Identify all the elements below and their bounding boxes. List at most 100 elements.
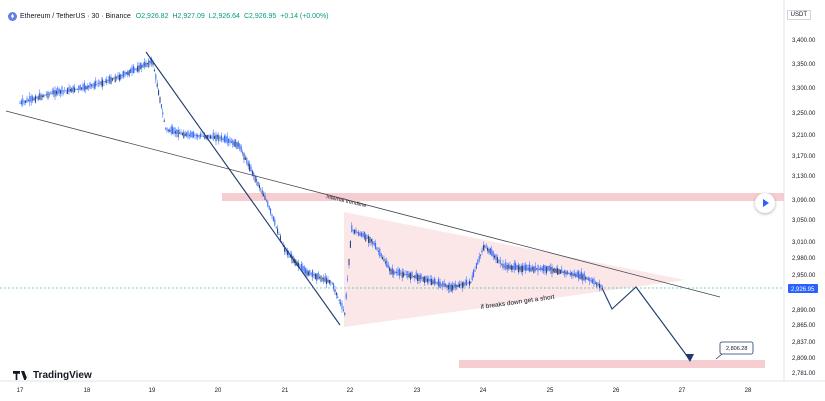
candle-body [471,275,473,281]
candle-body [445,283,447,287]
candle-body [449,283,451,290]
candle-body [502,263,504,268]
candle-body [565,271,567,275]
candle-body [92,84,94,86]
candle-body [566,271,568,275]
candle-body [533,266,535,273]
candle-body [183,131,185,139]
candle-body [510,265,512,270]
candle-body [23,101,25,103]
candle-body [211,136,213,138]
candle-body [474,270,476,272]
candle-body [125,72,127,75]
candle-body [64,90,66,92]
candle-body [271,214,273,217]
candle-body [428,279,430,282]
candle-body [223,135,225,142]
candle-body [342,309,344,311]
candle-body [237,142,239,147]
ohlc-close: C2,926.95 [243,12,277,20]
candle-body [68,87,70,92]
time-axis-label: 19 [149,388,156,394]
candle-body [305,268,307,274]
price-axis-label: 2,950.00 [792,273,816,279]
candle-body [204,134,206,139]
candle-body [377,251,379,252]
candle-body [362,233,364,237]
candle-body [324,275,326,282]
scroll-to-realtime-button[interactable] [755,193,775,213]
candle-body [243,153,245,160]
candle-body [440,284,442,285]
candle-body [499,259,501,264]
price-axis[interactable]: 3,400.00 3,350.00 3,300.00 3,250.00 3,210.00… [792,38,816,377]
ethereum-logo-icon [8,11,17,21]
candle-body [527,268,529,270]
candlestick-series [19,56,603,317]
candle-body [165,127,167,129]
candle-body [585,277,587,280]
candle-body [387,264,389,269]
candle-body [599,283,601,289]
candle-body [270,208,272,214]
candle-body [552,268,554,272]
candle-body [307,271,309,276]
candle-body [452,285,454,291]
candle-body [285,250,287,253]
candle-body [541,268,543,271]
candle-body [149,60,151,64]
candle-body [554,268,556,273]
candle-body [289,254,291,258]
price-axis-label: 3,350.00 [792,62,816,68]
candle-body [425,275,427,282]
candle-body [300,264,302,270]
price-axis-label: 3,300.00 [792,86,816,92]
currency-badge[interactable]: USDT [786,10,811,20]
candle-body [81,87,83,90]
candle-body [103,81,105,83]
time-axis[interactable]: 17 18 19 20 21 22 23 24 25 26 27 28 [17,388,752,394]
candle-body [478,256,480,261]
candle-body [235,139,237,147]
candle-body [120,74,122,80]
candle-body [118,74,120,81]
candle-body [401,271,403,278]
candle-body [46,93,48,96]
candle-body [53,90,55,94]
candle-body [302,265,304,272]
candle-body [228,138,230,143]
candle-body [72,85,74,92]
candle-body [419,275,421,280]
candle-body [558,269,560,275]
candle-body [20,100,22,105]
candle-body [359,233,361,235]
candle-body [123,71,125,78]
candle-body [382,256,384,260]
candle-body [467,282,469,284]
candle-body [267,201,269,207]
candle-body [394,272,396,273]
candle-body [309,270,311,276]
candle-body [349,240,351,248]
symbol-name[interactable]: Ethereum / TetherUS · 30 · Binance [20,12,131,20]
price-axis-label: 3,250.00 [792,111,816,117]
candle-body [345,293,347,299]
price-axis-label: 2,865.00 [792,323,816,329]
candle-body [111,78,113,81]
tradingview-logo[interactable]: TradingView [13,370,92,381]
candle-body [306,270,308,276]
candle-body [369,237,371,244]
candle-body [529,264,531,272]
candle-body [32,96,34,101]
price-axis-label: 3,130.00 [792,174,816,180]
candle-body [26,98,28,103]
candle-body [226,136,228,144]
candle-body [492,251,494,258]
candle-body [457,284,459,287]
candle-body [141,64,143,69]
candle-body [163,120,165,122]
candle-body [335,292,337,296]
candle-body [195,135,197,137]
candle-body [540,266,542,271]
